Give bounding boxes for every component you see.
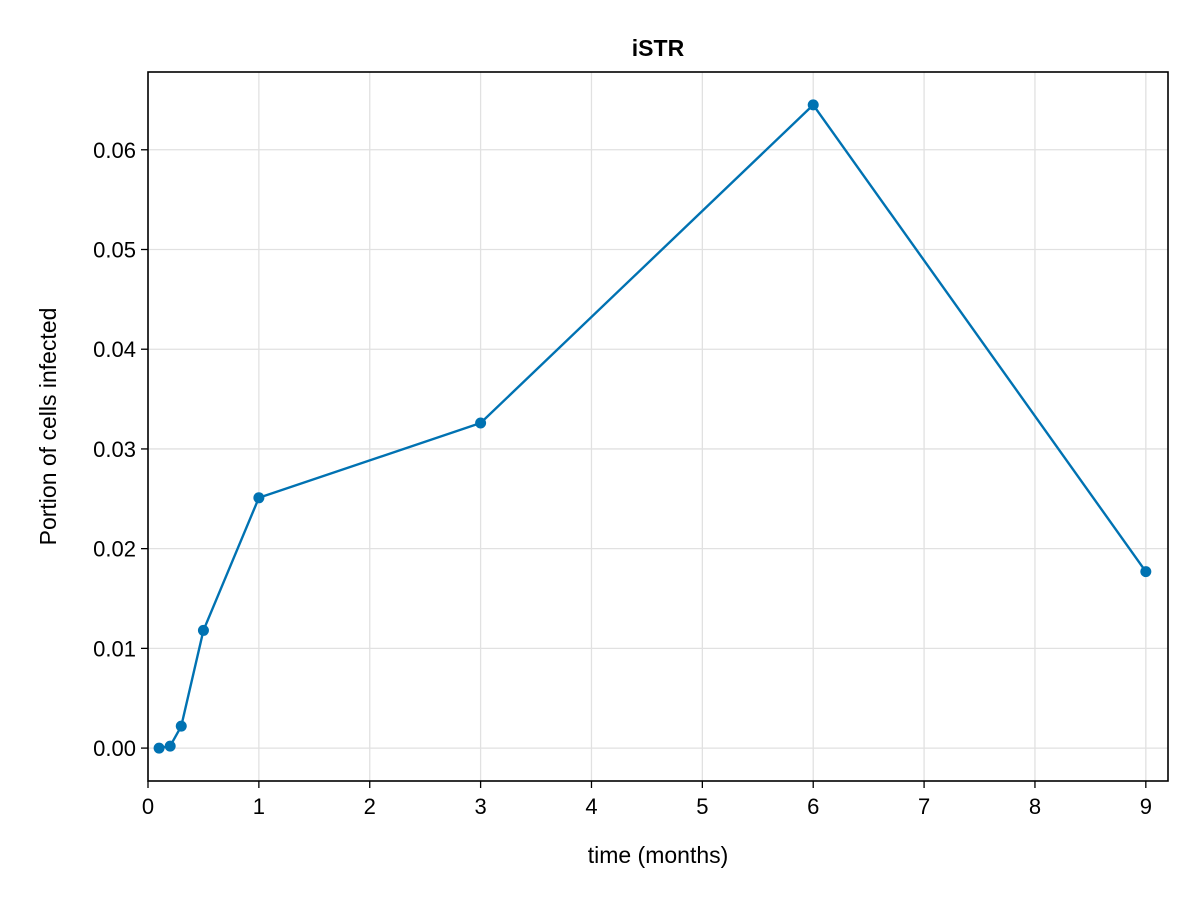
x-tick-label: 1 xyxy=(253,794,265,819)
x-tick-label: 3 xyxy=(474,794,486,819)
data-point xyxy=(197,624,209,636)
x-tick-label: 5 xyxy=(696,794,708,819)
y-tick-label: 0.00 xyxy=(93,736,136,761)
data-point xyxy=(253,492,265,504)
data-point xyxy=(164,740,176,752)
x-tick-label: 7 xyxy=(918,794,930,819)
x-tick-label: 6 xyxy=(807,794,819,819)
tick-marks xyxy=(141,149,1147,788)
data-point xyxy=(475,417,487,429)
x-tick-label: 9 xyxy=(1140,794,1152,819)
x-tick-label: 2 xyxy=(364,794,376,819)
y-axis-label: Portion of cells infected xyxy=(35,308,61,546)
grid-lines xyxy=(147,72,1168,781)
data-point xyxy=(175,720,187,732)
series-line xyxy=(158,103,1147,750)
y-tick-label: 0.03 xyxy=(93,437,136,462)
plot-frame xyxy=(147,71,1169,782)
y-tick-label: 0.05 xyxy=(93,237,136,262)
x-tick-label: 4 xyxy=(585,794,597,819)
y-tick-label: 0.01 xyxy=(93,636,136,661)
data-point xyxy=(153,742,165,754)
y-tick-label: 0.04 xyxy=(93,337,136,362)
tick-labels: 0 1 2 3 4 5 6 7 8 9 0.00 0.01 0.02 0.03 0.04 0.05 0.06 xyxy=(93,138,1152,819)
x-tick-label: 0 xyxy=(142,794,154,819)
x-tick-label: 8 xyxy=(1029,794,1041,819)
y-tick-label: 0.02 xyxy=(93,537,136,562)
data-point xyxy=(807,99,819,111)
series-layer xyxy=(153,99,1152,754)
chart-title: iSTR xyxy=(632,35,685,61)
x-axis-label: time (months) xyxy=(588,842,729,868)
data-point xyxy=(1140,566,1152,578)
y-tick-label: 0.06 xyxy=(93,138,136,163)
